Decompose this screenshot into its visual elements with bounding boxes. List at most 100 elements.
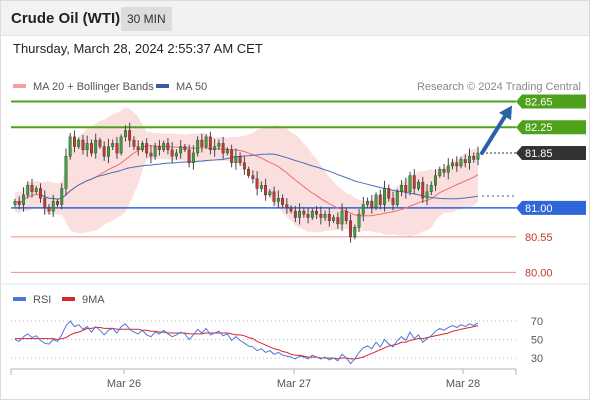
candle bbox=[68, 133, 72, 160]
candle-body bbox=[81, 139, 85, 151]
candle-body bbox=[166, 143, 170, 150]
rsi-legend-label: 9MA bbox=[82, 294, 105, 306]
candle bbox=[123, 125, 127, 142]
candle-body bbox=[361, 204, 365, 215]
candle-body bbox=[412, 175, 416, 189]
rsi-lines bbox=[14, 320, 479, 365]
candle-body bbox=[472, 156, 476, 160]
candle bbox=[208, 131, 212, 155]
candle bbox=[400, 180, 403, 197]
candle bbox=[306, 207, 310, 224]
level-tag bbox=[516, 200, 586, 215]
candle bbox=[170, 142, 174, 164]
time-axis: Mar 26 Mar 27 Mar 28 bbox=[107, 369, 480, 390]
rsi-tick-label: 70 bbox=[531, 316, 543, 328]
level-tag bbox=[516, 120, 586, 135]
candle bbox=[272, 186, 276, 207]
candle-body bbox=[459, 159, 463, 167]
candle-body bbox=[132, 139, 136, 147]
candle-body bbox=[13, 201, 17, 205]
candle-body bbox=[26, 185, 30, 196]
candle-body bbox=[22, 194, 25, 205]
candle-body bbox=[366, 201, 369, 205]
candle-body bbox=[357, 214, 361, 228]
candle bbox=[77, 137, 81, 149]
rsi-grid bbox=[11, 320, 516, 359]
legend-label: MA 20 + Bollinger Bands bbox=[33, 81, 154, 93]
candle-body bbox=[213, 146, 217, 151]
candle-body bbox=[115, 143, 119, 154]
candle bbox=[353, 224, 357, 240]
candle-body bbox=[149, 152, 153, 157]
candle-body bbox=[174, 152, 178, 157]
candle bbox=[281, 194, 284, 209]
candle bbox=[43, 190, 47, 215]
candle-body bbox=[251, 175, 255, 180]
candle-body bbox=[442, 168, 446, 173]
candle-body bbox=[119, 136, 123, 154]
candle-body bbox=[451, 162, 454, 167]
candle-body bbox=[298, 210, 301, 218]
candle bbox=[446, 158, 450, 180]
candle-body bbox=[56, 201, 59, 205]
candle-body bbox=[259, 185, 263, 189]
candle-body bbox=[196, 139, 200, 154]
candle-body bbox=[39, 188, 42, 199]
candle bbox=[34, 185, 38, 195]
candle bbox=[366, 197, 369, 209]
candle bbox=[344, 207, 348, 225]
rsi-tick-label: 50 bbox=[531, 335, 543, 347]
candle-body bbox=[476, 152, 480, 160]
candle bbox=[22, 187, 25, 212]
candle bbox=[259, 181, 263, 192]
candle bbox=[174, 149, 178, 160]
main-legend: MA 20 + Bollinger Bands MA 50 bbox=[13, 81, 207, 93]
candle bbox=[323, 210, 327, 221]
level-tag bbox=[516, 94, 586, 109]
time-tick-label: Mar 27 bbox=[277, 378, 311, 390]
candle bbox=[187, 144, 191, 168]
rsi-legend: RSI 9MA bbox=[13, 294, 105, 306]
candle bbox=[39, 183, 42, 203]
candle-body bbox=[281, 197, 284, 205]
candle bbox=[293, 205, 297, 223]
projection-arrow-shaft bbox=[480, 109, 510, 156]
candle-body bbox=[153, 146, 157, 157]
candle bbox=[395, 189, 399, 207]
candle bbox=[221, 136, 225, 159]
candle-body bbox=[191, 152, 195, 163]
candle-body bbox=[391, 197, 395, 205]
timeframe-badge[interactable]: 30 MIN bbox=[121, 7, 172, 31]
candle bbox=[247, 166, 251, 178]
candle bbox=[136, 140, 140, 156]
level-tag-label: 81.85 bbox=[525, 148, 553, 160]
rsi-legend-swatch bbox=[13, 297, 26, 301]
candle-body bbox=[395, 191, 399, 205]
legend-label: MA 50 bbox=[176, 81, 207, 93]
candle bbox=[166, 138, 170, 155]
candle bbox=[98, 137, 102, 149]
candle-body bbox=[200, 139, 204, 147]
level-label: 80.00 bbox=[525, 267, 553, 279]
candle bbox=[370, 194, 374, 214]
rsi-9ma-line bbox=[15, 325, 479, 360]
candle-body bbox=[434, 175, 437, 186]
candle bbox=[119, 134, 123, 156]
candle bbox=[196, 136, 200, 157]
candle bbox=[451, 158, 454, 170]
rsi-legend-swatch bbox=[62, 297, 75, 301]
rsi-tick-label: 30 bbox=[531, 353, 543, 365]
candle bbox=[149, 145, 153, 164]
candle bbox=[310, 208, 314, 220]
candle bbox=[132, 136, 136, 151]
candle-body bbox=[455, 162, 459, 167]
candle-body bbox=[162, 143, 166, 150]
rsi-axis: 70 50 30 bbox=[531, 316, 543, 365]
candle bbox=[327, 207, 331, 227]
candle-body bbox=[336, 217, 340, 225]
candle bbox=[251, 170, 255, 184]
candle-body bbox=[221, 143, 225, 154]
candle bbox=[425, 183, 429, 206]
candle-body bbox=[157, 146, 161, 151]
candle bbox=[383, 180, 386, 212]
